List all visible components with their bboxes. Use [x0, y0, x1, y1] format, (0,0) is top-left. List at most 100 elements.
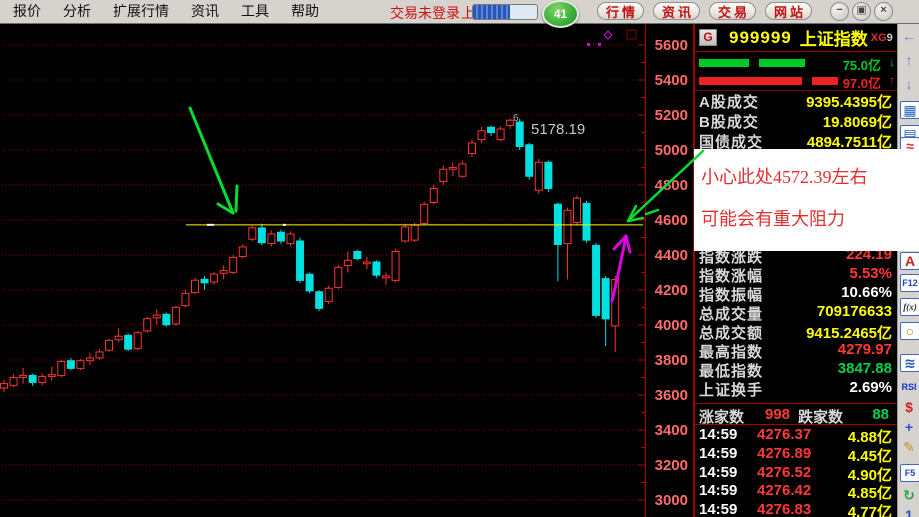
stat-label: 总成交额 [699, 325, 764, 342]
f12-icon[interactable]: F12 [900, 274, 919, 292]
tick-row: 14:59 4276.37 4.88亿 [695, 426, 897, 446]
axis-label: 5400 [655, 72, 688, 89]
tick-volume: 4.45亿 [847, 447, 892, 465]
scroll-left-icon[interactable]: ← [902, 28, 916, 44]
tick-list[interactable]: 14:59 4276.37 4.88亿 14:59 4276.89 4.45亿 14:59 4… [695, 424, 897, 517]
tick-row: 14:59 4276.42 4.85亿 [695, 482, 897, 502]
axis-label: 4200 [655, 282, 688, 299]
axis-label: 3400 [655, 422, 688, 439]
scroll-down-icon[interactable]: ↓ [905, 76, 913, 92]
progress-bar [472, 4, 538, 20]
report-view-icon[interactable]: ▦ [900, 101, 919, 119]
tick-price: 4276.52 [757, 463, 812, 481]
candlestick-chart[interactable] [0, 24, 645, 517]
sell-bar-segment [699, 77, 802, 85]
axis-label: 5600 [655, 37, 688, 54]
axis-label: 4400 [655, 247, 688, 264]
stat-value: 9415.2465亿 [806, 325, 892, 342]
axis-label: 3200 [655, 457, 688, 474]
menu-bar: 报价 分析 扩展行情 资讯 工具 帮助 交易未登录 上 41 行情 资讯 交易 网站 − ▣ × [0, 0, 919, 28]
main-area: G 999999 上证指数 XG 9 75.0亿 ↓ 97.0亿 ↑ A股成交 9395… [0, 23, 919, 517]
turnover-section: A股成交 9395.4395亿 B股成交 19.8069亿 国债成交 4894.7511亿 [695, 90, 897, 151]
turnover-value: 4894.7511亿 [806, 134, 892, 151]
rsi-icon[interactable]: RSI [901, 382, 917, 392]
tick-row: 14:59 4276.89 4.45亿 [695, 444, 897, 465]
tick-volume: 4.90亿 [847, 466, 892, 484]
tick-price: 4276.37 [757, 426, 812, 443]
money-icon[interactable]: $ [905, 399, 913, 415]
sell-volume-bar-row: 97.0亿 ↑ [695, 73, 897, 91]
sell-volume-value: 97.0亿 [842, 76, 881, 91]
menu-item-3[interactable]: 资讯 [191, 3, 219, 19]
a-share-icon[interactable]: A [900, 252, 919, 270]
menu-items: 报价 分析 扩展行情 资讯 工具 帮助 [2, 0, 330, 22]
tick-volume: 4.88亿 [847, 429, 892, 446]
ticker-text: 上 [461, 5, 475, 21]
move-tool-icon[interactable]: + [904, 419, 914, 435]
breadth-row: 涨家数 998 跌家数 88 [695, 403, 897, 426]
note-line-1: 小心此处4572.39左右 [701, 167, 868, 187]
login-status: 交易未登录 [390, 5, 460, 21]
turnover-row: 国债成交 4894.7511亿 [695, 130, 897, 151]
tick-time: 14:59 [699, 426, 738, 443]
stat-row: 上证换手 2.69% [695, 379, 897, 399]
index-tag: XG [870, 31, 887, 44]
minimize-button[interactable]: − [830, 2, 849, 21]
stat-row: 总成交量 709176633 [695, 303, 897, 323]
menu-item-1[interactable]: 分析 [63, 3, 91, 19]
turnover-row: B股成交 19.8069亿 [695, 110, 897, 131]
nav-button-1[interactable]: 资讯 [653, 2, 700, 20]
stat-label: 指数振幅 [699, 287, 764, 304]
refresh-icon[interactable]: ↻ [903, 486, 915, 503]
stat-value: 10.66% [841, 284, 892, 301]
buy-volume-value: 75.0亿 [842, 58, 881, 73]
menu-item-4[interactable]: 工具 [241, 3, 269, 19]
stats-section: 指数涨跌 224.19 指数涨幅 5.53% 指数振幅 10.66% 总成交量 7091766… [695, 244, 897, 402]
green-arrow-to-line [644, 208, 660, 216]
tick-volume: 4.77亿 [847, 504, 892, 517]
notification-badge[interactable]: 41 [542, 0, 579, 28]
tick-row: 14:59 4276.52 4.90亿 [695, 463, 897, 484]
index-name: 上证指数 [799, 30, 868, 49]
pencil-icon[interactable]: ✎ [903, 438, 915, 455]
menu-item-2[interactable]: 扩展行情 [113, 3, 169, 19]
stat-label: 最高指数 [699, 344, 764, 361]
tick-time: 14:59 [699, 501, 738, 517]
close-button[interactable]: × [874, 2, 893, 21]
stat-label: 指数涨跌 [699, 249, 764, 266]
menu-item-5[interactable]: 帮助 [291, 3, 319, 19]
nav-button-3[interactable]: 网站 [765, 2, 812, 20]
stat-row: 指数涨幅 5.53% [695, 265, 897, 285]
tick-price: 4276.42 [757, 482, 812, 500]
window-controls: − ▣ × [830, 2, 893, 21]
circle-tool-icon[interactable]: ○ [900, 322, 919, 340]
quote-header: G 999999 上证指数 XG 9 [695, 24, 897, 52]
buy-bar-segment [759, 59, 805, 67]
decliners-value: 88 [872, 406, 889, 423]
buy-bar-segment [699, 59, 749, 67]
stat-value: 4279.97 [837, 341, 892, 358]
buy-arrow-icon: ↓ [889, 55, 895, 69]
wave-tool-icon[interactable]: ≋ [900, 354, 919, 372]
stat-value: 709176633 [816, 303, 892, 320]
stat-row: 指数振幅 10.66% [695, 284, 897, 304]
nav-button-0[interactable]: 行情 [597, 2, 644, 20]
page-one-label[interactable]: 1 [905, 507, 913, 517]
f5-icon[interactable]: F5 [900, 464, 919, 482]
stat-row: 总成交额 9415.2465亿 [695, 322, 897, 342]
buy-sell-bars: 75.0亿 ↓ 97.0亿 ↑ [695, 51, 897, 91]
nav-button-2[interactable]: 交易 [709, 2, 756, 20]
scroll-up-icon[interactable]: ↑ [905, 52, 913, 68]
stat-label: 上证换手 [699, 382, 764, 399]
restore-button[interactable]: ▣ [852, 2, 871, 21]
menu-item-0[interactable]: 报价 [13, 3, 41, 19]
stat-label: 总成交量 [699, 306, 764, 323]
axis-label: 3800 [655, 352, 688, 369]
tick-time: 14:59 [699, 463, 738, 481]
turnover-label: A股成交 [699, 94, 759, 111]
sell-bar-segment [812, 77, 838, 85]
formula-icon[interactable]: f(x) [900, 298, 919, 316]
tick-price: 4276.89 [757, 444, 812, 462]
tick-time: 14:59 [699, 482, 738, 500]
advancers-label: 涨家数 [699, 409, 745, 426]
